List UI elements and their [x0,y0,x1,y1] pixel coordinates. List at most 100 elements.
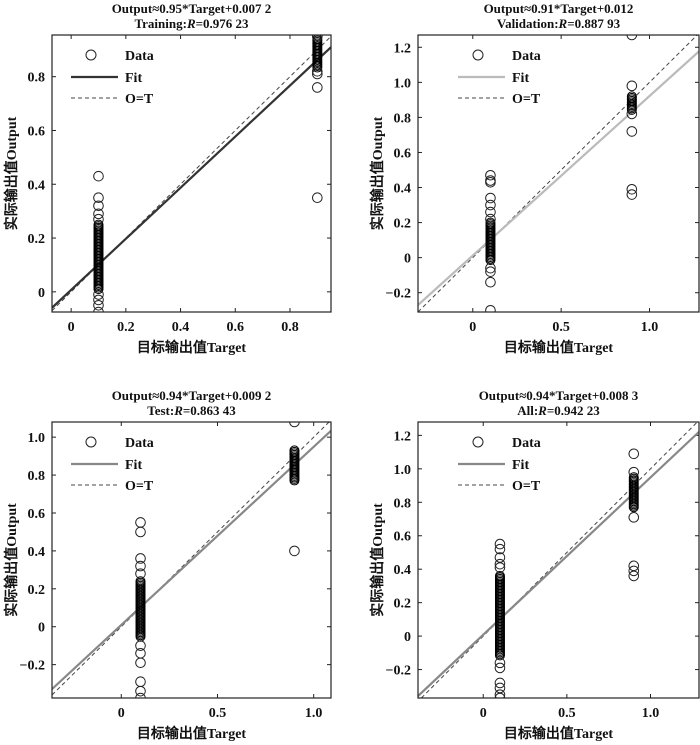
y-tick-label: 0.4 [28,178,46,193]
plot-area [418,422,699,698]
x-tick-label: 0.5 [209,706,227,721]
y-tick-label: 0.2 [394,217,412,232]
data-point [312,62,323,73]
data-point [312,192,323,204]
data-point [135,553,146,564]
y-tick-label: 0.6 [394,530,412,545]
y-tick-label: 0 [38,621,45,636]
data-point [485,192,496,204]
data-point [485,213,496,225]
legend-data-marker [472,436,484,448]
y-tick-label: 0.6 [394,146,412,161]
x-tick-label: 0.6 [227,320,245,335]
data-point [485,199,496,211]
data-point [628,512,640,523]
x-tick-label: 1.0 [642,706,660,721]
panel-title-r: Test:R=0.863 43 [147,403,236,418]
panel-title-r: Training:R=0.976 23 [134,16,249,31]
data-point [93,213,104,225]
x-tick-label: 0.5 [552,320,570,335]
fit-line [418,50,699,306]
title-r-symbol: R [537,403,547,418]
title-dataset-label: Validation: [497,16,559,31]
x-tick-label: 0.4 [172,320,190,335]
legend-data-marker [472,49,484,61]
panel-title-equation: Output≈0.94*Target+0.008 3 [479,388,639,403]
data-point [485,206,496,218]
data-point [628,502,639,513]
data-point [494,650,505,661]
panel-title-equation: Output≈0.91*Target+0.012 [484,1,634,16]
data-point [312,82,323,93]
x-tick-label: 1.0 [305,706,323,721]
data-point [135,640,146,651]
y-axis-label: 实际输出值Output [3,116,20,230]
data-point [494,657,506,669]
data-point [135,676,146,687]
data-point [135,692,146,698]
regression-panel-2: Output≈0.91*Target+0.012Validation:R=0.8… [369,1,700,356]
x-axis-label: 目标输出值Target [504,725,613,742]
y-tick-label: 0.4 [28,545,46,560]
data-point [626,126,638,137]
data-point [494,689,506,698]
y-tick-label: 0.8 [28,469,46,484]
identity-line [420,422,698,698]
panel-title-equation: Output≈0.94*Target+0.009 2 [112,388,272,403]
title-r-value: =0.863 43 [183,403,236,418]
x-axis-label: 目标输出值Target [137,725,246,742]
panel-title-r: All:R=0.942 23 [517,403,600,418]
y-tick-label: 1.0 [28,431,46,446]
title-r-symbol: R [186,16,196,31]
data-point [93,284,104,295]
legend-fit-label: Fit [512,458,529,473]
data-point [289,545,300,557]
y-tick-label: 0.8 [394,111,412,126]
title-r-symbol: R [558,16,568,31]
panel-title-r: Validation:R=0.887 93 [497,16,621,31]
data-point [135,517,146,528]
y-tick-label: 0.4 [394,563,412,578]
data-point [485,262,496,274]
plot-frame [51,421,332,699]
x-tick-label: 0.2 [117,320,135,335]
legend-identity-label: O=T [512,479,541,494]
fit-line [52,46,331,309]
legend-fit-label: Fit [125,458,142,473]
data-point [626,189,638,200]
title-r-value: =0.942 23 [547,403,600,418]
plot-area [52,422,331,698]
y-tick-label: 1.2 [394,41,412,56]
y-tick-label: 0.2 [28,583,46,598]
data-point [135,568,146,579]
y-tick-label: 0.8 [394,496,412,511]
y-tick-label: 0 [404,630,411,645]
legend-identity-label: O=T [512,92,541,107]
data-point [626,183,638,195]
data-point [312,66,323,77]
data-point [494,692,506,698]
x-tick-label: 0 [118,706,125,721]
y-tick-label: −0.2 [20,659,45,674]
data-point [135,685,146,697]
data-point [485,276,496,288]
legend-fit-label: Fit [512,71,529,86]
fit-line [418,431,699,697]
legend-identity-label: O=T [125,479,154,494]
data-point [312,35,323,42]
legend-data-label: Data [125,436,154,451]
y-tick-label: 0.6 [28,124,46,139]
plot-area [418,35,699,312]
x-tick-label: 0.8 [281,320,299,335]
regression-panel-1: Output≈0.95*Target+0.007 2Training:R=0.9… [3,1,332,356]
data-point [93,192,104,204]
data-point [626,108,638,120]
plot-frame [51,34,332,313]
y-tick-label: 0.2 [394,597,412,612]
data-point [93,170,104,182]
data-point [494,662,506,674]
data-point [485,255,496,266]
data-point [93,299,104,311]
data-point [494,538,506,550]
